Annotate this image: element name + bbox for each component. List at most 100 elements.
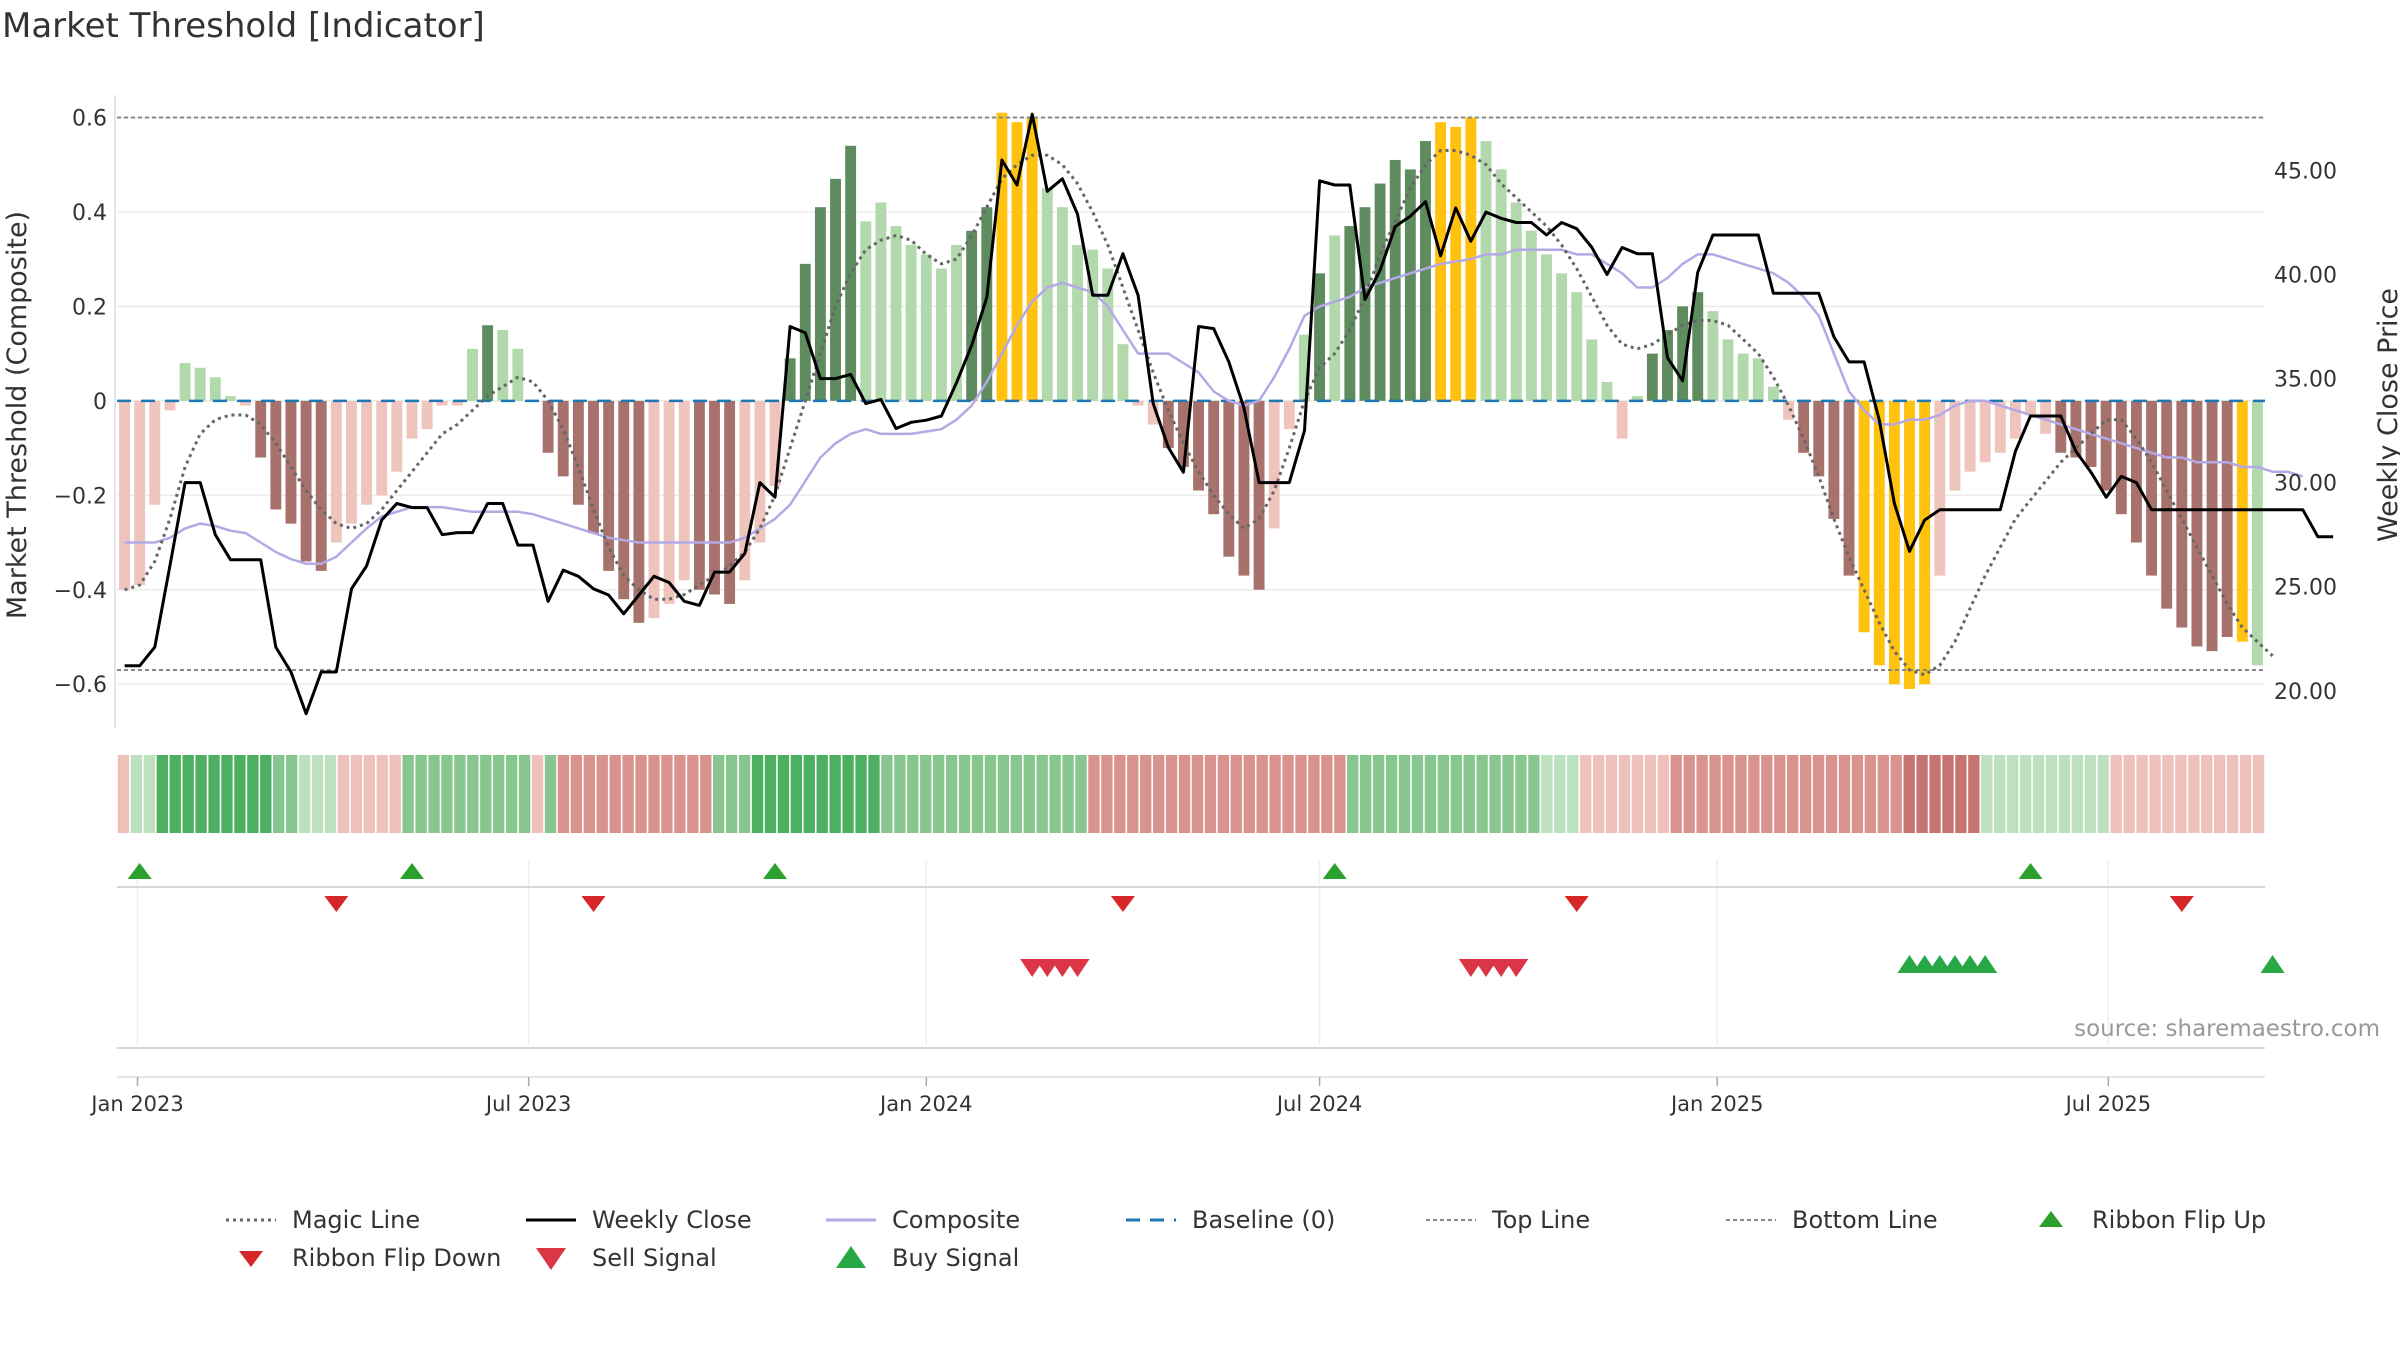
ribbon-cell — [2149, 755, 2161, 833]
ribbon-cell — [1204, 755, 1217, 833]
indicator-bar — [1904, 400, 1915, 689]
ribbon-cell — [1411, 755, 1424, 833]
ribbon-cell — [1528, 755, 1540, 833]
ribbon-cell — [1567, 755, 1579, 833]
composite-line — [124, 248, 2304, 566]
ribbon-flip-up-marker — [399, 863, 424, 879]
indicator-bar — [2115, 400, 2127, 515]
ribbon-cell — [997, 755, 1010, 833]
ribbon-cell — [1372, 755, 1385, 833]
ribbon-cell — [234, 755, 246, 833]
ribbon-cell — [415, 755, 427, 833]
grid-layer — [117, 116, 2265, 1045]
buy-signal-marker — [1973, 955, 1998, 973]
indicator-bar — [1329, 235, 1341, 401]
indicator-bar — [1026, 117, 1038, 401]
ribbon-cell — [311, 755, 324, 833]
indicator-bar — [981, 207, 993, 401]
indicator-bar — [1147, 400, 1159, 425]
indicator-bar — [1541, 254, 1552, 401]
buy-signal-marker — [2260, 955, 2285, 973]
ribbon-cell — [247, 755, 259, 833]
magic-line — [124, 149, 2274, 677]
indicator-bar — [1495, 169, 1507, 401]
ribbon-cell — [725, 755, 738, 833]
indicator-bar — [1268, 400, 1280, 529]
ribbon-cell — [1618, 755, 1631, 833]
indicator-bar — [1253, 400, 1265, 590]
indicator-bar — [572, 400, 584, 505]
indicator-bar — [905, 244, 917, 401]
ribbon-cell — [2045, 755, 2058, 833]
ribbon-cell — [1385, 755, 1398, 833]
indicator-bar — [179, 363, 191, 401]
ribbon-cell — [1787, 755, 1799, 833]
ribbon-cell — [829, 755, 841, 833]
triangle-down-red-icon — [536, 1248, 566, 1270]
indicator-bar — [164, 400, 176, 411]
legend-item-buy-signal: Buy Signal — [820, 1240, 1019, 1276]
indicator-bar — [1374, 183, 1386, 401]
ribbon-cell — [2162, 755, 2174, 833]
indicator-bar — [2236, 400, 2248, 642]
indicator-bar — [1934, 400, 1946, 576]
ribbon-cell — [1191, 755, 1204, 833]
indicator-bar — [1677, 306, 1689, 401]
indicator-bar — [996, 112, 1008, 401]
indicator-bar — [391, 400, 403, 472]
indicator-bar — [1102, 268, 1114, 401]
y-left-tick-label: −0.6 — [54, 673, 107, 698]
indicator-bar — [2176, 400, 2188, 628]
ribbon-cell — [1476, 755, 1488, 833]
indicator-bar — [1480, 141, 1492, 401]
indicator-bar — [724, 400, 736, 604]
indicator-bar — [1843, 400, 1855, 576]
legend-label: Ribbon Flip Down — [292, 1244, 502, 1272]
ribbon-cell — [1230, 755, 1242, 833]
indicator-bar — [1344, 226, 1356, 401]
ribbon-cell — [622, 755, 634, 833]
indicator-bar — [512, 348, 524, 401]
ribbon-cell — [920, 755, 932, 833]
legend-item-weekly-close: Weekly Close — [520, 1202, 752, 1238]
indicator-bar — [134, 400, 146, 586]
y-right-tick-label: 30.00 — [2274, 472, 2337, 497]
indicator-bar — [1737, 353, 1749, 401]
ribbon-flip-down-marker — [1564, 896, 1589, 912]
ribbon-cell — [1140, 755, 1152, 833]
ribbon-cell — [2084, 755, 2096, 833]
ribbon-cell — [2007, 755, 2019, 833]
ribbon-cell — [945, 755, 958, 833]
indicator-bar — [270, 400, 282, 510]
y-right-tick-label: 20.00 — [2274, 680, 2337, 705]
indicator-bar — [1571, 292, 1583, 401]
ribbon-cell — [2175, 755, 2187, 833]
ribbon-cell — [803, 755, 815, 833]
lines-layer — [117, 112, 2334, 716]
solid-line-icon — [526, 1218, 576, 1222]
indicator-bar — [1041, 188, 1053, 401]
indicator-bar — [1450, 126, 1462, 401]
indicator-bar — [1404, 169, 1416, 401]
indicator-bar — [482, 325, 494, 401]
indicator-bar — [2130, 400, 2142, 543]
indicator-bar — [300, 400, 312, 562]
legend: Magic Line Weekly Close Composite Baseli… — [220, 1202, 2380, 1292]
legend-label: Top Line — [1492, 1206, 1591, 1234]
ribbon-cell — [324, 755, 337, 833]
indicator-bar — [346, 400, 357, 524]
ribbon-cell — [273, 755, 285, 833]
y-left-tick-label: 0.6 — [72, 106, 107, 131]
ribbon-cell — [648, 755, 660, 833]
ribbon-cell — [350, 755, 363, 833]
ribbon-cell — [1062, 755, 1074, 833]
indicator-bar — [830, 178, 841, 401]
indicator-bar — [663, 400, 675, 604]
ribbon-cell — [907, 755, 919, 833]
ribbon-cell — [1424, 755, 1437, 833]
ribbon-cell — [1334, 755, 1346, 833]
ribbon-cell — [557, 755, 570, 833]
indicator-bar — [1162, 400, 1174, 449]
ribbon-cell — [1592, 755, 1605, 833]
ribbon-flip-up-marker — [763, 863, 788, 879]
